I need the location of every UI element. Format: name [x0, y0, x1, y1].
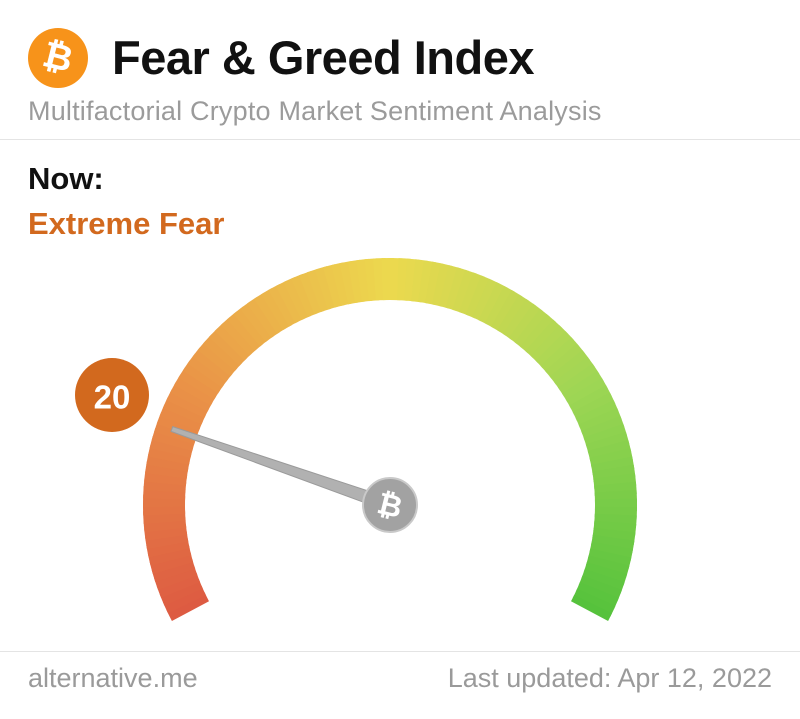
now-label: Now: [28, 161, 104, 196]
bitcoin-glyph: ₿ [38, 34, 78, 81]
subtitle: Multifactorial Crypto Market Sentiment A… [28, 96, 602, 126]
gauge-needle [170, 426, 393, 512]
gauge-chart: ₿ 20 [75, 258, 638, 621]
gauge-arc: ₿ [143, 258, 638, 621]
page-title: Fear & Greed Index [112, 31, 535, 85]
classification-text: Extreme Fear [28, 206, 225, 241]
value-badge-circle [75, 358, 149, 432]
value-badge: 20 [75, 358, 149, 432]
needle-hub [362, 477, 418, 533]
last-updated: Last updated: Apr 12, 2022 [447, 663, 772, 693]
bottom-divider [0, 651, 800, 652]
gauge-value: 20 [94, 379, 131, 416]
header: ₿ Fear & Greed Index [28, 28, 535, 88]
top-divider [0, 139, 800, 140]
source-link[interactable]: alternative.me [28, 663, 198, 693]
bitcoin-icon: ₿ [28, 28, 88, 88]
